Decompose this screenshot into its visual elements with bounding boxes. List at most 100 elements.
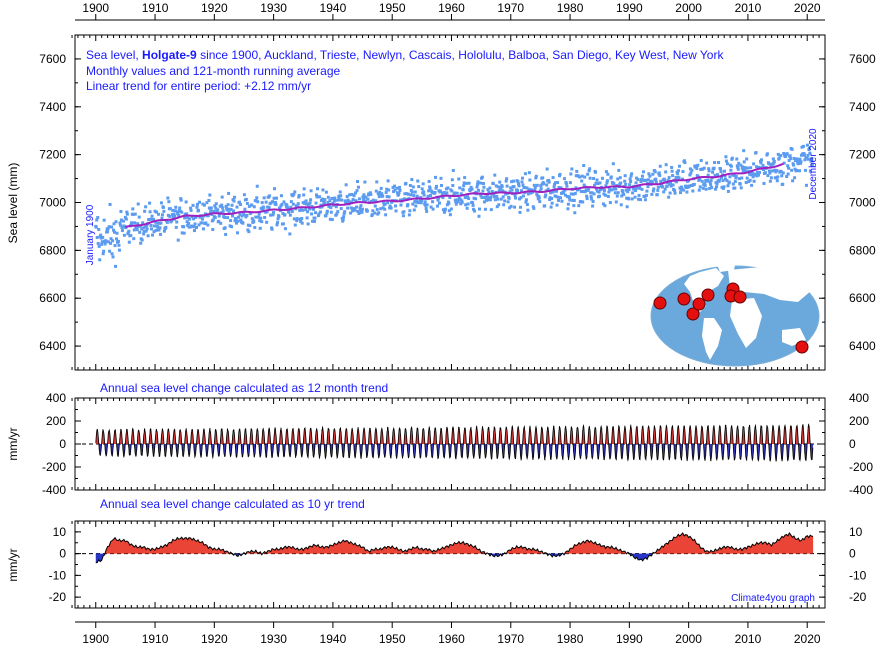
monthly-sea-level-point: [798, 157, 802, 161]
monthly-sea-level-point: [447, 209, 451, 213]
monthly-sea-level-point: [492, 195, 496, 199]
monthly-sea-level-point: [640, 187, 644, 191]
monthly-sea-level-point: [310, 212, 314, 216]
monthly-sea-level-point: [645, 189, 649, 193]
annual-change-10yr-line: [95, 532, 814, 564]
monthly-sea-level-point: [267, 205, 271, 209]
monthly-sea-level-point: [476, 180, 480, 184]
monthly-sea-level-point: [673, 189, 677, 193]
monthly-sea-level-point: [360, 210, 364, 214]
monthly-sea-level-point: [621, 190, 625, 194]
monthly-sea-level-point: [510, 188, 514, 192]
monthly-sea-level-point: [258, 226, 262, 230]
monthly-sea-level-point: [617, 168, 621, 172]
monthly-sea-level-point: [679, 185, 683, 189]
monthly-sea-level-point: [431, 207, 435, 211]
monthly-sea-level-point: [177, 213, 181, 217]
monthly-sea-level-point: [480, 195, 484, 199]
monthly-sea-level-point: [319, 203, 323, 207]
monthly-sea-level-point: [507, 196, 511, 200]
monthly-sea-level-point: [425, 209, 429, 213]
monthly-sea-level-point: [716, 173, 720, 177]
monthly-sea-level-point: [136, 202, 140, 206]
monthly-sea-level-point: [282, 200, 286, 204]
monthly-sea-level-point: [519, 196, 523, 200]
monthly-sea-level-point: [362, 193, 366, 197]
monthly-sea-level-point: [509, 204, 513, 208]
monthly-sea-level-point: [554, 181, 558, 185]
monthly-sea-level-point: [703, 183, 707, 187]
monthly-sea-level-point: [803, 158, 807, 162]
monthly-sea-level-point: [406, 192, 410, 196]
monthly-sea-level-point: [358, 208, 362, 212]
monthly-sea-level-point: [547, 180, 551, 184]
monthly-sea-level-point: [178, 206, 182, 210]
monthly-sea-level-point: [732, 173, 736, 177]
monthly-sea-level-point: [463, 176, 467, 180]
y-tick-label-right: 6400: [849, 339, 876, 353]
monthly-sea-level-point: [114, 220, 118, 224]
monthly-sea-level-point: [514, 196, 518, 200]
monthly-sea-level-point: [244, 215, 248, 219]
monthly-sea-level-point: [597, 190, 601, 194]
monthly-sea-level-point: [506, 200, 510, 204]
monthly-sea-level-point: [531, 205, 535, 209]
monthly-sea-level-point: [442, 210, 446, 214]
monthly-sea-level-point: [517, 184, 521, 188]
x-tick-label-bottom: 2020: [794, 632, 821, 646]
monthly-sea-level-point: [556, 181, 560, 185]
monthly-sea-level-point: [520, 180, 524, 184]
monthly-sea-level-point: [677, 169, 681, 173]
monthly-sea-level-point: [349, 211, 353, 215]
monthly-sea-level-point: [661, 185, 665, 189]
monthly-sea-level-point: [559, 186, 563, 190]
monthly-sea-level-point: [737, 177, 741, 181]
monthly-sea-level-point: [302, 187, 306, 191]
monthly-sea-level-point: [628, 183, 632, 187]
monthly-sea-level-point: [537, 196, 541, 200]
monthly-sea-level-point: [569, 192, 573, 196]
monthly-sea-level-point: [252, 205, 256, 209]
monthly-sea-level-point: [751, 175, 755, 179]
monthly-sea-level-point: [469, 185, 473, 189]
monthly-sea-level-point: [443, 207, 447, 211]
monthly-sea-level-point: [713, 161, 717, 165]
monthly-sea-level-point: [465, 206, 469, 210]
monthly-sea-level-point: [583, 175, 587, 179]
monthly-sea-level-point: [745, 157, 749, 161]
monthly-sea-level-point: [230, 225, 234, 229]
monthly-sea-level-point: [141, 221, 145, 225]
monthly-sea-level-point: [489, 195, 493, 199]
tide-gauge-marker: [677, 292, 691, 306]
monthly-sea-level-point: [351, 209, 355, 213]
monthly-sea-level-point: [106, 227, 110, 231]
monthly-sea-level-point: [633, 186, 637, 190]
monthly-sea-level-point: [602, 189, 606, 193]
monthly-sea-level-point: [242, 193, 246, 197]
monthly-sea-level-point: [119, 218, 123, 222]
monthly-sea-level-point: [662, 190, 666, 194]
monthly-sea-level-point: [107, 240, 111, 244]
monthly-sea-level-point: [214, 206, 218, 210]
monthly-sea-level-point: [297, 193, 301, 197]
monthly-sea-level-point: [699, 159, 703, 163]
monthly-sea-level-point: [383, 202, 387, 206]
monthly-sea-level-point: [557, 185, 561, 189]
monthly-sea-level-point: [435, 184, 439, 188]
monthly-sea-level-point: [193, 222, 197, 226]
monthly-sea-level-point: [471, 201, 475, 205]
monthly-sea-level-point: [688, 173, 692, 177]
monthly-sea-level-point: [160, 216, 164, 220]
monthly-sea-level-point: [348, 193, 352, 197]
monthly-sea-level-point: [619, 181, 623, 185]
monthly-sea-level-point: [387, 195, 391, 199]
monthly-sea-level-point: [207, 206, 211, 210]
monthly-sea-level-point: [162, 229, 166, 233]
monthly-sea-level-point: [411, 202, 415, 206]
monthly-sea-level-point: [457, 177, 461, 181]
monthly-sea-level-point: [191, 203, 195, 207]
monthly-sea-level-point: [735, 164, 739, 168]
monthly-sea-level-point: [325, 209, 329, 213]
monthly-sea-level-point: [691, 189, 695, 193]
monthly-sea-level-point: [275, 196, 279, 200]
